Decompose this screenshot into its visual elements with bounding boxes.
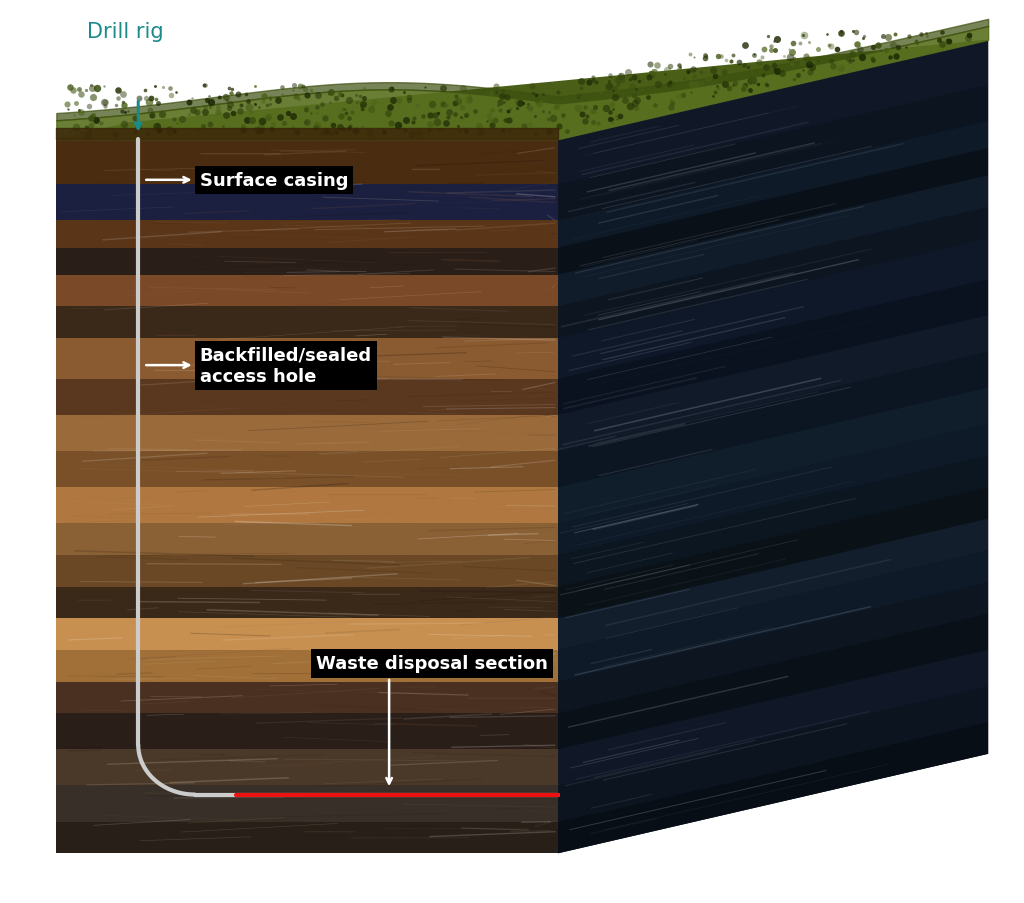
Polygon shape xyxy=(558,352,988,488)
Polygon shape xyxy=(56,713,558,749)
Polygon shape xyxy=(558,86,988,221)
Polygon shape xyxy=(56,275,558,307)
Polygon shape xyxy=(558,614,988,749)
Polygon shape xyxy=(558,686,988,822)
Polygon shape xyxy=(56,488,558,524)
Polygon shape xyxy=(56,185,558,221)
Polygon shape xyxy=(56,307,558,339)
Polygon shape xyxy=(56,822,558,853)
Polygon shape xyxy=(56,524,558,555)
Polygon shape xyxy=(558,582,988,713)
Polygon shape xyxy=(558,488,988,619)
Polygon shape xyxy=(558,650,988,786)
Polygon shape xyxy=(56,248,558,275)
Polygon shape xyxy=(56,619,558,650)
Text: Surface casing: Surface casing xyxy=(200,172,348,190)
Polygon shape xyxy=(56,650,558,682)
Polygon shape xyxy=(558,388,988,524)
Polygon shape xyxy=(56,786,558,822)
Polygon shape xyxy=(56,682,558,713)
Polygon shape xyxy=(558,208,988,339)
Polygon shape xyxy=(558,41,988,185)
Polygon shape xyxy=(558,149,988,275)
Polygon shape xyxy=(56,415,558,452)
Text: Backfilled/sealed
access hole: Backfilled/sealed access hole xyxy=(200,347,372,385)
Text: Waste disposal section: Waste disposal section xyxy=(316,655,548,673)
Polygon shape xyxy=(56,587,558,619)
Polygon shape xyxy=(558,122,988,248)
Polygon shape xyxy=(56,140,558,853)
Polygon shape xyxy=(558,316,988,452)
Polygon shape xyxy=(56,555,558,587)
Text: Drill rig: Drill rig xyxy=(87,22,164,42)
Polygon shape xyxy=(558,239,988,379)
Polygon shape xyxy=(558,424,988,555)
Polygon shape xyxy=(56,379,558,415)
Polygon shape xyxy=(558,551,988,682)
Polygon shape xyxy=(558,176,988,307)
Polygon shape xyxy=(56,339,558,379)
Polygon shape xyxy=(558,456,988,587)
Polygon shape xyxy=(558,280,988,415)
Polygon shape xyxy=(558,519,988,650)
Polygon shape xyxy=(56,749,558,786)
Polygon shape xyxy=(558,41,988,853)
Polygon shape xyxy=(56,41,988,140)
Polygon shape xyxy=(56,140,558,185)
Text: © Deep Isolation, Inc.: © Deep Isolation, Inc. xyxy=(841,834,978,847)
Polygon shape xyxy=(56,221,558,248)
Polygon shape xyxy=(558,722,988,853)
Polygon shape xyxy=(56,452,558,488)
